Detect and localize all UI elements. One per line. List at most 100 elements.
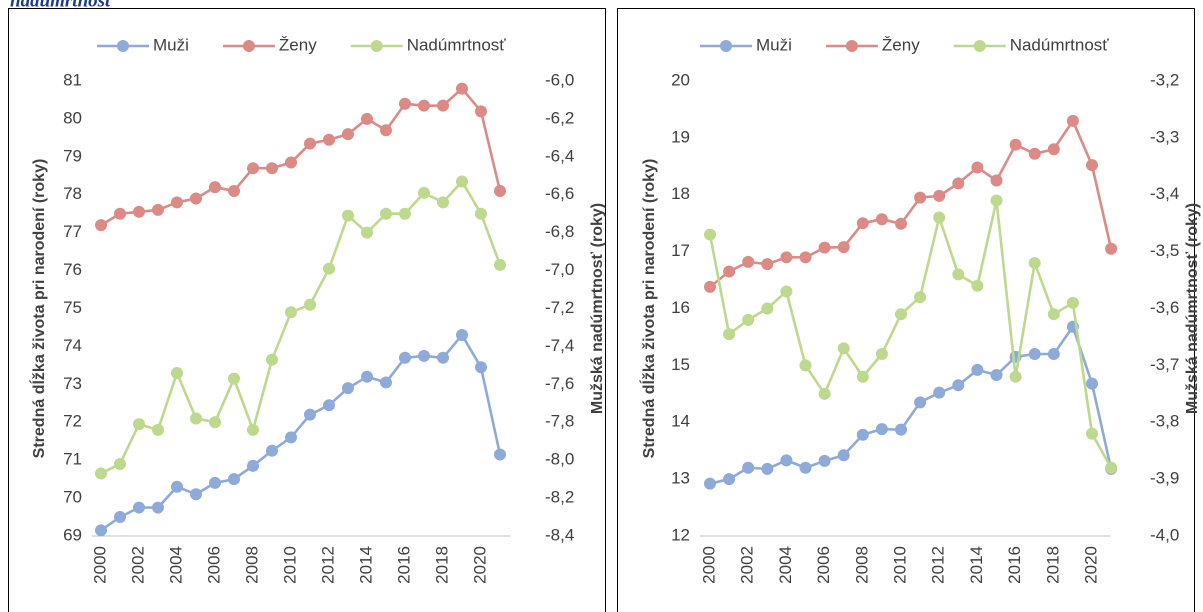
data-point	[95, 467, 107, 480]
data-point	[494, 448, 506, 461]
data-point	[171, 480, 183, 493]
data-point	[875, 423, 888, 436]
data-point	[1028, 348, 1041, 360]
y-tick-label: 77	[63, 222, 82, 241]
data-point	[209, 181, 221, 194]
data-point	[914, 191, 927, 204]
data-point	[361, 226, 373, 239]
data-point	[114, 457, 126, 470]
y-axis-title: Stredná dĺžka života pri narodení (roky)	[638, 159, 658, 459]
data-point	[704, 280, 716, 293]
data-point	[742, 313, 755, 326]
x-tick-label: 2000	[90, 546, 109, 584]
data-point	[380, 207, 392, 220]
data-point	[1105, 461, 1118, 474]
data-point	[190, 412, 202, 425]
legend-label: Nadúmrtnosť	[407, 35, 507, 54]
y-tick-label: 15	[671, 355, 690, 374]
data-point	[799, 251, 812, 264]
data-point	[1086, 377, 1098, 390]
x-tick-label: 2000	[699, 546, 718, 584]
data-point	[266, 444, 278, 457]
data-point	[952, 379, 965, 392]
data-point	[418, 186, 430, 199]
series-line	[709, 325, 1113, 485]
data-point	[723, 265, 736, 278]
y-tick-label: 19	[671, 127, 690, 146]
y2-tick-label: -6,0	[545, 70, 574, 89]
data-point	[1047, 143, 1060, 156]
data-point	[437, 99, 449, 112]
data-point	[818, 454, 831, 467]
y-tick-label: 79	[63, 146, 82, 165]
data-point	[228, 184, 240, 197]
x-tick-label: 2010	[280, 546, 299, 584]
data-point	[1105, 242, 1118, 255]
data-point	[114, 511, 126, 524]
y2-tick-label: -6,8	[545, 222, 574, 241]
data-point	[323, 262, 335, 275]
legend-label: Nadúmrtnosť	[1010, 35, 1110, 54]
data-point	[1066, 296, 1079, 309]
series-line	[100, 180, 502, 475]
data-point	[952, 268, 965, 281]
x-tick-label: 2004	[166, 546, 185, 584]
data-point	[933, 189, 946, 202]
data-point	[837, 342, 850, 355]
y2-tick-label: -3,4	[1150, 184, 1179, 203]
data-point	[342, 209, 354, 222]
data-point	[95, 524, 107, 537]
data-point	[399, 351, 411, 364]
data-point	[990, 194, 1003, 207]
legend-marker	[973, 40, 986, 52]
y2-tick-label: -8,4	[545, 525, 574, 544]
data-point	[190, 192, 202, 205]
series-line	[709, 119, 1113, 288]
data-point	[895, 217, 907, 230]
data-point	[780, 454, 793, 467]
data-point	[780, 251, 793, 264]
x-tick-label: 2014	[967, 546, 986, 584]
data-point	[209, 416, 221, 429]
data-point	[228, 372, 240, 385]
x-tick-label: 2016	[394, 546, 413, 584]
data-point	[761, 462, 774, 475]
x-tick-label: 2006	[204, 546, 223, 584]
y2-tick-label: -3,5	[1150, 241, 1179, 260]
y2-axis-title: Mužská nadúmrtnosť (roky)	[1184, 203, 1201, 414]
chart-frame	[617, 8, 1195, 612]
legend-label: Muži	[756, 35, 792, 54]
data-point	[971, 279, 984, 292]
y-tick-label: 76	[63, 260, 82, 279]
data-point	[914, 396, 927, 409]
data-point	[171, 196, 183, 209]
x-tick-label: 2012	[929, 546, 948, 584]
data-point	[856, 370, 869, 383]
y2-tick-label: -7,0	[545, 260, 574, 279]
data-point	[399, 97, 411, 110]
data-point	[380, 124, 392, 137]
data-point	[990, 174, 1003, 187]
y2-tick-label: -3,3	[1150, 127, 1179, 146]
data-point	[228, 473, 240, 486]
data-point	[1086, 427, 1098, 440]
data-point	[285, 431, 297, 444]
data-point	[818, 387, 831, 400]
data-point	[494, 258, 506, 271]
data-point	[247, 423, 259, 436]
legend-label: Ženy	[882, 35, 920, 54]
y-tick-label: 20	[671, 70, 690, 89]
y2-tick-label: -6,4	[545, 146, 574, 165]
data-point	[152, 501, 164, 514]
data-point	[114, 207, 126, 220]
x-tick-label: 2008	[852, 546, 871, 584]
data-point	[190, 488, 202, 501]
y2-tick-label: -3,9	[1150, 469, 1179, 488]
data-point	[818, 241, 831, 254]
data-point	[361, 112, 373, 125]
x-tick-label: 2012	[318, 546, 337, 584]
data-point	[494, 184, 506, 197]
data-point	[990, 369, 1003, 382]
data-point	[171, 366, 183, 379]
data-point	[704, 477, 716, 490]
